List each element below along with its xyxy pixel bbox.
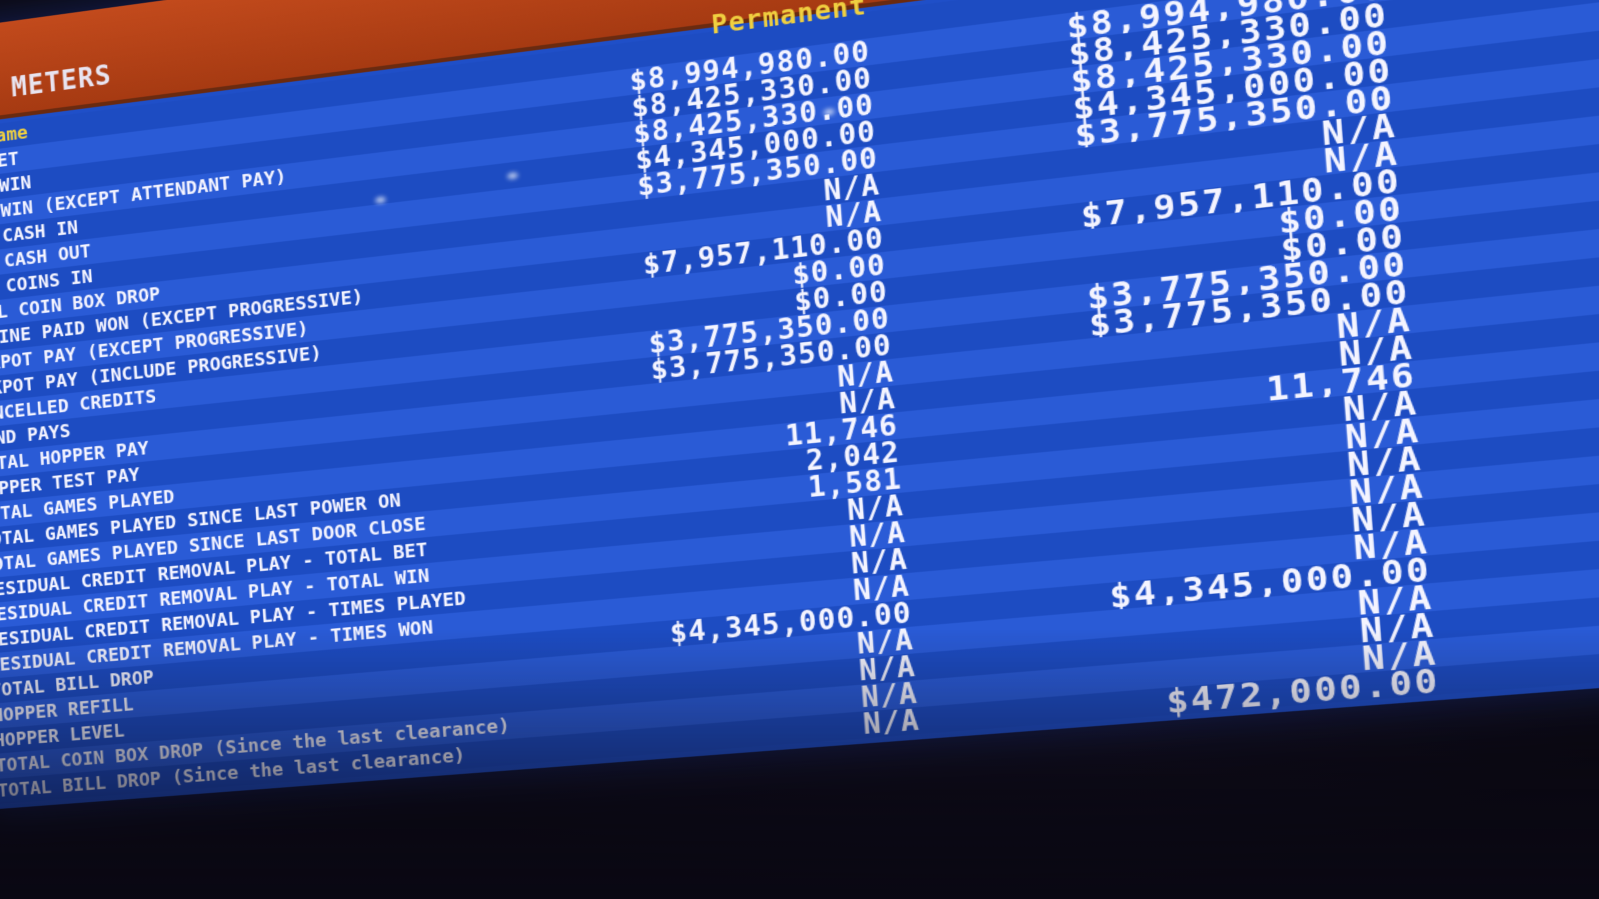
- meters-table: er Name Permanent Period AL BET$8,994,98…: [0, 0, 1599, 805]
- meters-screen: TER METERS er Name Permanent Period AL B…: [0, 0, 1599, 810]
- page-title: TER METERS: [0, 60, 113, 112]
- meter-permanent-value: N/A: [862, 704, 921, 741]
